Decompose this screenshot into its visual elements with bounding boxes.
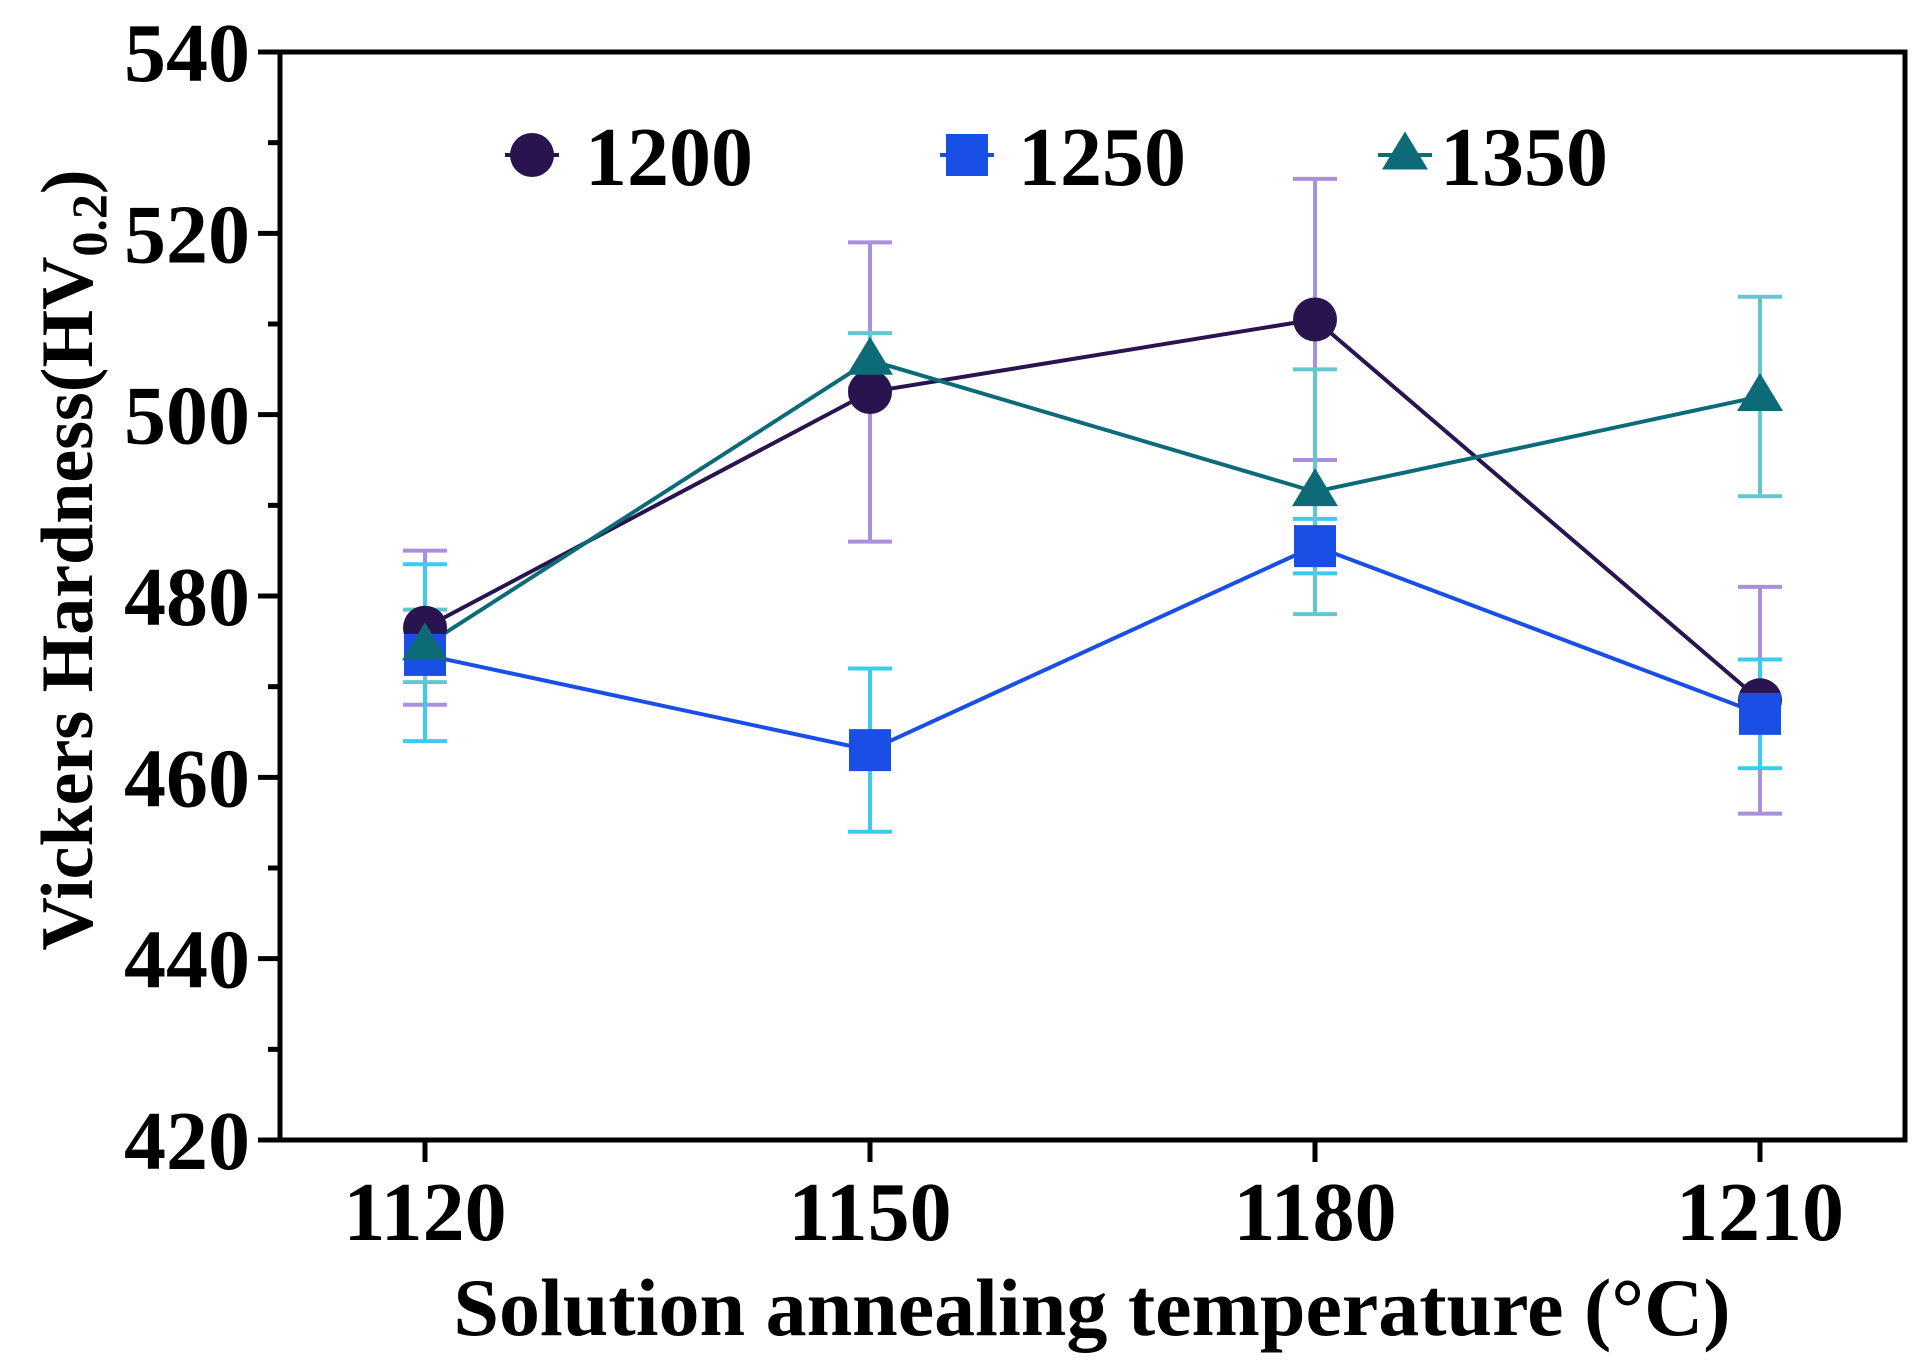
y-tick-label: 440	[124, 914, 250, 1007]
data-point-triangle	[402, 622, 448, 661]
data-point-square	[1294, 525, 1336, 568]
y-axis: 420 440 460 480 500 520 540	[124, 7, 280, 1188]
data-point-triangle	[1292, 468, 1338, 507]
y-tick-label: 420	[124, 1095, 250, 1188]
series-layer	[402, 176, 1783, 834]
y-axis-label-close: )	[27, 169, 109, 194]
x-tick-label: 1180	[1233, 1166, 1396, 1259]
data-point-square	[1739, 692, 1781, 735]
plot-frame	[277, 49, 1908, 1143]
series-line-1250	[424, 543, 1761, 753]
series-1350-line-group	[423, 358, 1761, 648]
x-tick-label: 1150	[788, 1166, 951, 1259]
data-point-circle	[848, 370, 892, 414]
x-tick-label: 1210	[1676, 1166, 1844, 1259]
y-axis-label-subscript: 0.2	[61, 194, 117, 257]
series-1200-error-bars	[403, 176, 1782, 816]
data-point-circle	[510, 133, 554, 177]
x-axis-label: Solution annealing temperature (°C)	[453, 1262, 1730, 1353]
data-point-square	[946, 134, 988, 176]
series-1250-error-bars	[403, 516, 1782, 834]
legend-label: 1350	[1440, 111, 1608, 204]
series-1250-markers	[404, 525, 1781, 772]
y-tick-label: 460	[124, 732, 250, 825]
series-1200-line-group	[424, 317, 1762, 702]
x-tick-label: 1120	[343, 1166, 506, 1259]
series-line-1350	[423, 358, 1761, 648]
y-tick-label: 500	[124, 370, 250, 463]
legend-item-1200: 1200	[505, 111, 753, 204]
legend-label: 1200	[585, 111, 753, 204]
data-point-triangle	[1737, 372, 1783, 411]
series-1350-markers	[402, 336, 1783, 661]
y-tick-label: 480	[124, 551, 250, 644]
legend-item-1250: 1250	[940, 111, 1186, 204]
series-line-1200	[424, 317, 1762, 702]
legend: 1200 1250 1350	[505, 111, 1608, 204]
data-point-square	[849, 729, 891, 772]
y-tick-label: 520	[124, 188, 250, 281]
legend-label: 1250	[1018, 111, 1186, 204]
data-point-circle	[1293, 297, 1337, 342]
legend-item-1350: 1350	[1378, 111, 1608, 204]
y-tick-label: 540	[124, 7, 250, 100]
data-point-triangle	[1382, 131, 1428, 170]
series-1200-markers	[403, 297, 1782, 723]
data-point-triangle	[847, 336, 893, 375]
series-1250-line-group	[424, 543, 1761, 753]
x-axis: 1120 1150 1180 1210	[343, 1140, 1844, 1259]
y-axis-label: Vickers Hardness(HV0.2)	[27, 169, 117, 950]
y-axis-label-main: Vickers Hardness(HV	[27, 257, 109, 951]
